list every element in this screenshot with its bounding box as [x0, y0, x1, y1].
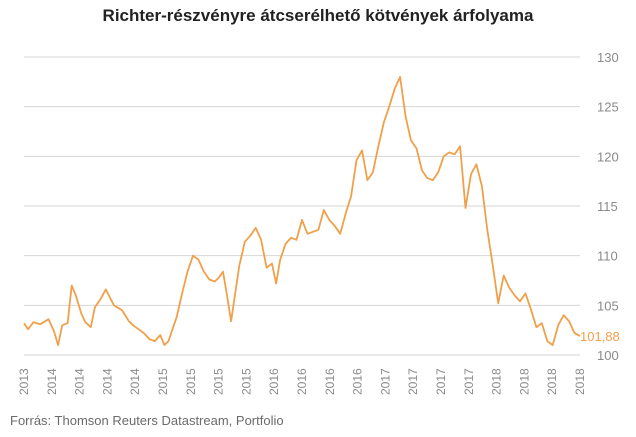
series-line: [23, 76, 581, 347]
x-tick-label: 2018: [517, 368, 531, 395]
y-tick-label: 125: [597, 100, 619, 115]
x-tick-label: 2014: [100, 368, 114, 395]
x-tick-label: 2017: [434, 368, 448, 395]
x-tick-label: 2018: [490, 368, 504, 395]
x-tick-label: 2016: [323, 368, 337, 395]
x-tick-label: 2017: [378, 368, 392, 395]
x-tick-label: 2015: [156, 368, 170, 395]
chart-title: Richter-részvényre átcserélhető kötvénye…: [102, 6, 534, 25]
source-note: Forrás: Thomson Reuters Datastream, Port…: [10, 413, 284, 428]
x-tick-label: 2015: [239, 368, 253, 395]
x-tick-label: 2016: [295, 368, 309, 395]
x-tick-label: 2018: [545, 368, 559, 395]
last-value-label: 101,88: [580, 329, 620, 344]
x-tick-label: 2014: [45, 368, 59, 395]
y-tick-label: 110: [597, 249, 618, 264]
x-tick-label: 2014: [73, 368, 87, 395]
x-tick-label: 2017: [406, 368, 420, 395]
y-tick-label: 115: [597, 199, 618, 214]
x-tick-label: 2013: [17, 368, 31, 395]
y-tick-label: 130: [597, 50, 619, 65]
y-tick-label: 105: [597, 298, 619, 313]
x-tick-label: 2016: [351, 368, 365, 395]
x-tick-label: 2015: [212, 368, 226, 395]
x-tick-label: 2015: [184, 368, 198, 395]
x-tick-label: 2017: [462, 368, 476, 395]
y-tick-label: 120: [597, 149, 619, 164]
y-tick-label: 100: [597, 348, 619, 363]
x-tick-label: 2016: [267, 368, 281, 395]
x-tick-label: 2014: [128, 368, 142, 395]
x-tick-label: 2018: [573, 368, 587, 395]
